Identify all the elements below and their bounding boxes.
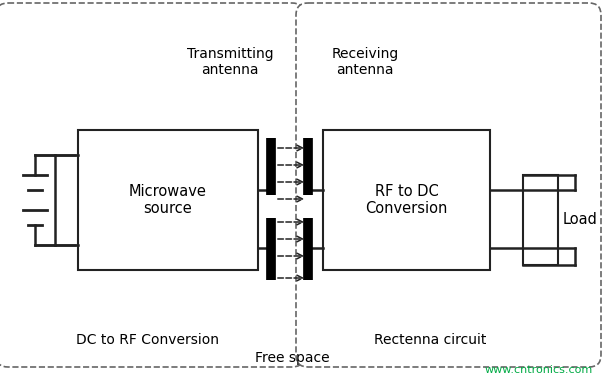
FancyBboxPatch shape xyxy=(296,3,601,367)
Text: Transmitting
antenna: Transmitting antenna xyxy=(187,47,273,77)
Text: DC to RF Conversion: DC to RF Conversion xyxy=(76,333,220,347)
Bar xyxy=(523,175,558,265)
Text: Free space: Free space xyxy=(255,351,329,365)
Text: www.cntronics.com: www.cntronics.com xyxy=(485,365,593,375)
Text: Rectenna circuit: Rectenna circuit xyxy=(374,333,486,347)
FancyBboxPatch shape xyxy=(0,3,304,367)
Bar xyxy=(323,130,490,270)
Text: Receiving
antenna: Receiving antenna xyxy=(332,47,399,77)
Bar xyxy=(78,130,258,270)
Text: Load: Load xyxy=(563,212,598,227)
Text: Microwave
source: Microwave source xyxy=(129,184,207,216)
Text: RF to DC
Conversion: RF to DC Conversion xyxy=(365,184,448,216)
